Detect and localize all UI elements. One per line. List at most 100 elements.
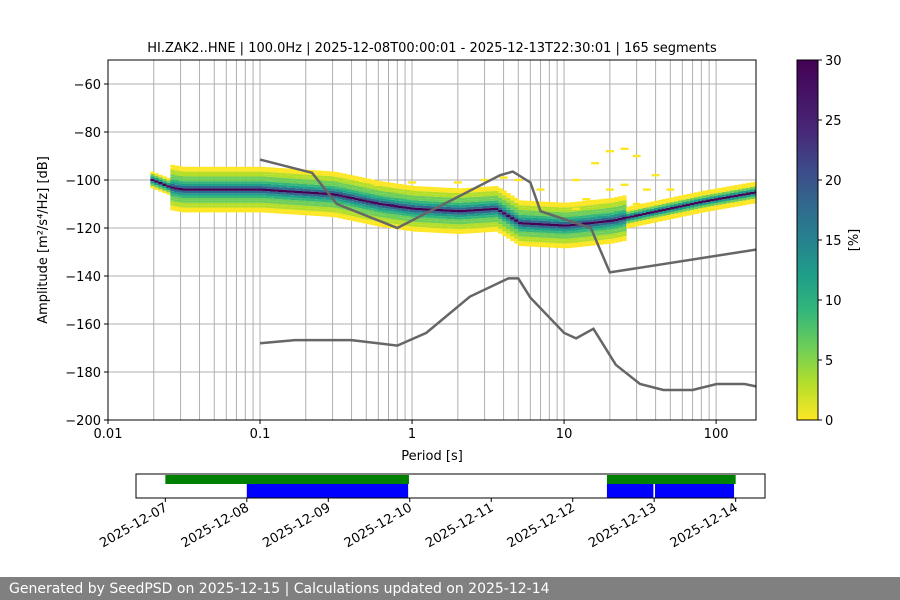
density-cell xyxy=(542,213,547,217)
density-cell xyxy=(238,198,243,201)
density-cell xyxy=(514,238,519,242)
density-cell xyxy=(322,178,327,181)
density-cell xyxy=(742,190,747,194)
density-cell xyxy=(358,179,363,182)
density-cell xyxy=(198,174,203,177)
density-cell xyxy=(214,166,219,170)
density-cell xyxy=(258,205,263,208)
density-cell xyxy=(306,210,311,214)
density-cell xyxy=(238,174,243,177)
density-cell xyxy=(678,214,683,218)
density-cell xyxy=(362,221,367,224)
density-cell xyxy=(222,205,227,208)
density-cell xyxy=(554,233,559,236)
density-cell xyxy=(586,219,591,223)
density-cell xyxy=(254,176,259,179)
density-cell xyxy=(326,178,331,181)
density-cell xyxy=(254,205,259,208)
density-cell xyxy=(322,194,327,198)
density-cell xyxy=(242,207,247,210)
density-cell xyxy=(502,219,507,222)
density-cell xyxy=(442,192,447,195)
density-cell xyxy=(398,198,403,201)
density-cell xyxy=(330,205,335,208)
density-cell xyxy=(630,205,635,209)
density-cell xyxy=(442,216,447,219)
density-cell xyxy=(614,206,619,210)
density-cell xyxy=(490,217,495,220)
density-cell xyxy=(610,219,615,222)
density-cell xyxy=(258,166,263,170)
colorbar-tick-label: 30 xyxy=(825,54,842,69)
density-cell xyxy=(522,217,527,220)
density-cell xyxy=(638,220,643,224)
density-cell xyxy=(298,202,303,206)
density-cell xyxy=(498,188,503,191)
density-cell xyxy=(478,211,483,214)
density-cell xyxy=(354,202,359,205)
density-cell xyxy=(458,190,463,194)
density-cell xyxy=(306,196,311,199)
density-cell xyxy=(406,216,411,219)
density-cell xyxy=(234,171,239,174)
density-cell xyxy=(178,178,183,181)
density-cell xyxy=(486,205,491,209)
density-cell xyxy=(246,205,251,208)
y-tick-label: −160 xyxy=(65,318,101,333)
density-cell xyxy=(418,217,423,220)
density-cell xyxy=(178,185,183,188)
density-cell xyxy=(450,219,455,222)
density-cell xyxy=(718,190,723,193)
density-cell xyxy=(406,213,411,217)
density-cell xyxy=(754,200,756,204)
density-cell xyxy=(386,213,391,216)
density-cell xyxy=(326,173,331,176)
density-cell xyxy=(446,228,451,231)
density-cell xyxy=(178,166,183,169)
density-cell xyxy=(414,207,419,211)
density-cell xyxy=(614,240,619,243)
density-cell xyxy=(210,198,215,201)
density-cell xyxy=(606,203,611,206)
density-cell xyxy=(654,219,659,223)
density-cell xyxy=(590,240,595,244)
density-cell xyxy=(610,214,615,218)
density-cell xyxy=(662,201,667,204)
density-cell xyxy=(282,168,287,171)
density-cell xyxy=(470,209,475,212)
density-cell xyxy=(238,195,243,198)
density-cell xyxy=(518,202,523,206)
density-cell xyxy=(750,199,755,202)
density-cell xyxy=(346,186,351,189)
density-cell xyxy=(402,213,407,216)
density-cell xyxy=(534,227,539,231)
coverage-timeline: 2025-12-07 2025-12-08 2025-12-09 2025-12-10… xyxy=(97,473,766,551)
density-cell xyxy=(178,180,183,184)
density-cell xyxy=(462,195,467,198)
density-cell xyxy=(322,170,327,174)
density-cell xyxy=(442,218,447,222)
density-cell xyxy=(242,193,247,196)
density-cell xyxy=(266,203,271,206)
density-cell xyxy=(474,201,479,205)
density-cell xyxy=(574,208,579,212)
density-cell xyxy=(266,210,271,213)
x-axis-label: Period [s] xyxy=(401,449,463,464)
density-cell xyxy=(706,204,711,207)
density-cell xyxy=(510,217,515,220)
density-cell xyxy=(182,202,187,206)
density-cell xyxy=(522,231,527,235)
density-cell xyxy=(422,208,427,211)
density-cell xyxy=(250,178,255,182)
density-cell xyxy=(490,212,495,216)
density-cell xyxy=(362,206,367,210)
density-cell xyxy=(578,220,583,223)
density-cell xyxy=(494,186,499,189)
density-cell xyxy=(562,243,567,246)
density-cell xyxy=(274,196,279,199)
density-cell xyxy=(186,178,191,182)
density-cell xyxy=(158,177,163,180)
density-cell xyxy=(258,198,263,201)
density-cell xyxy=(174,179,179,183)
density-cell xyxy=(434,196,439,200)
